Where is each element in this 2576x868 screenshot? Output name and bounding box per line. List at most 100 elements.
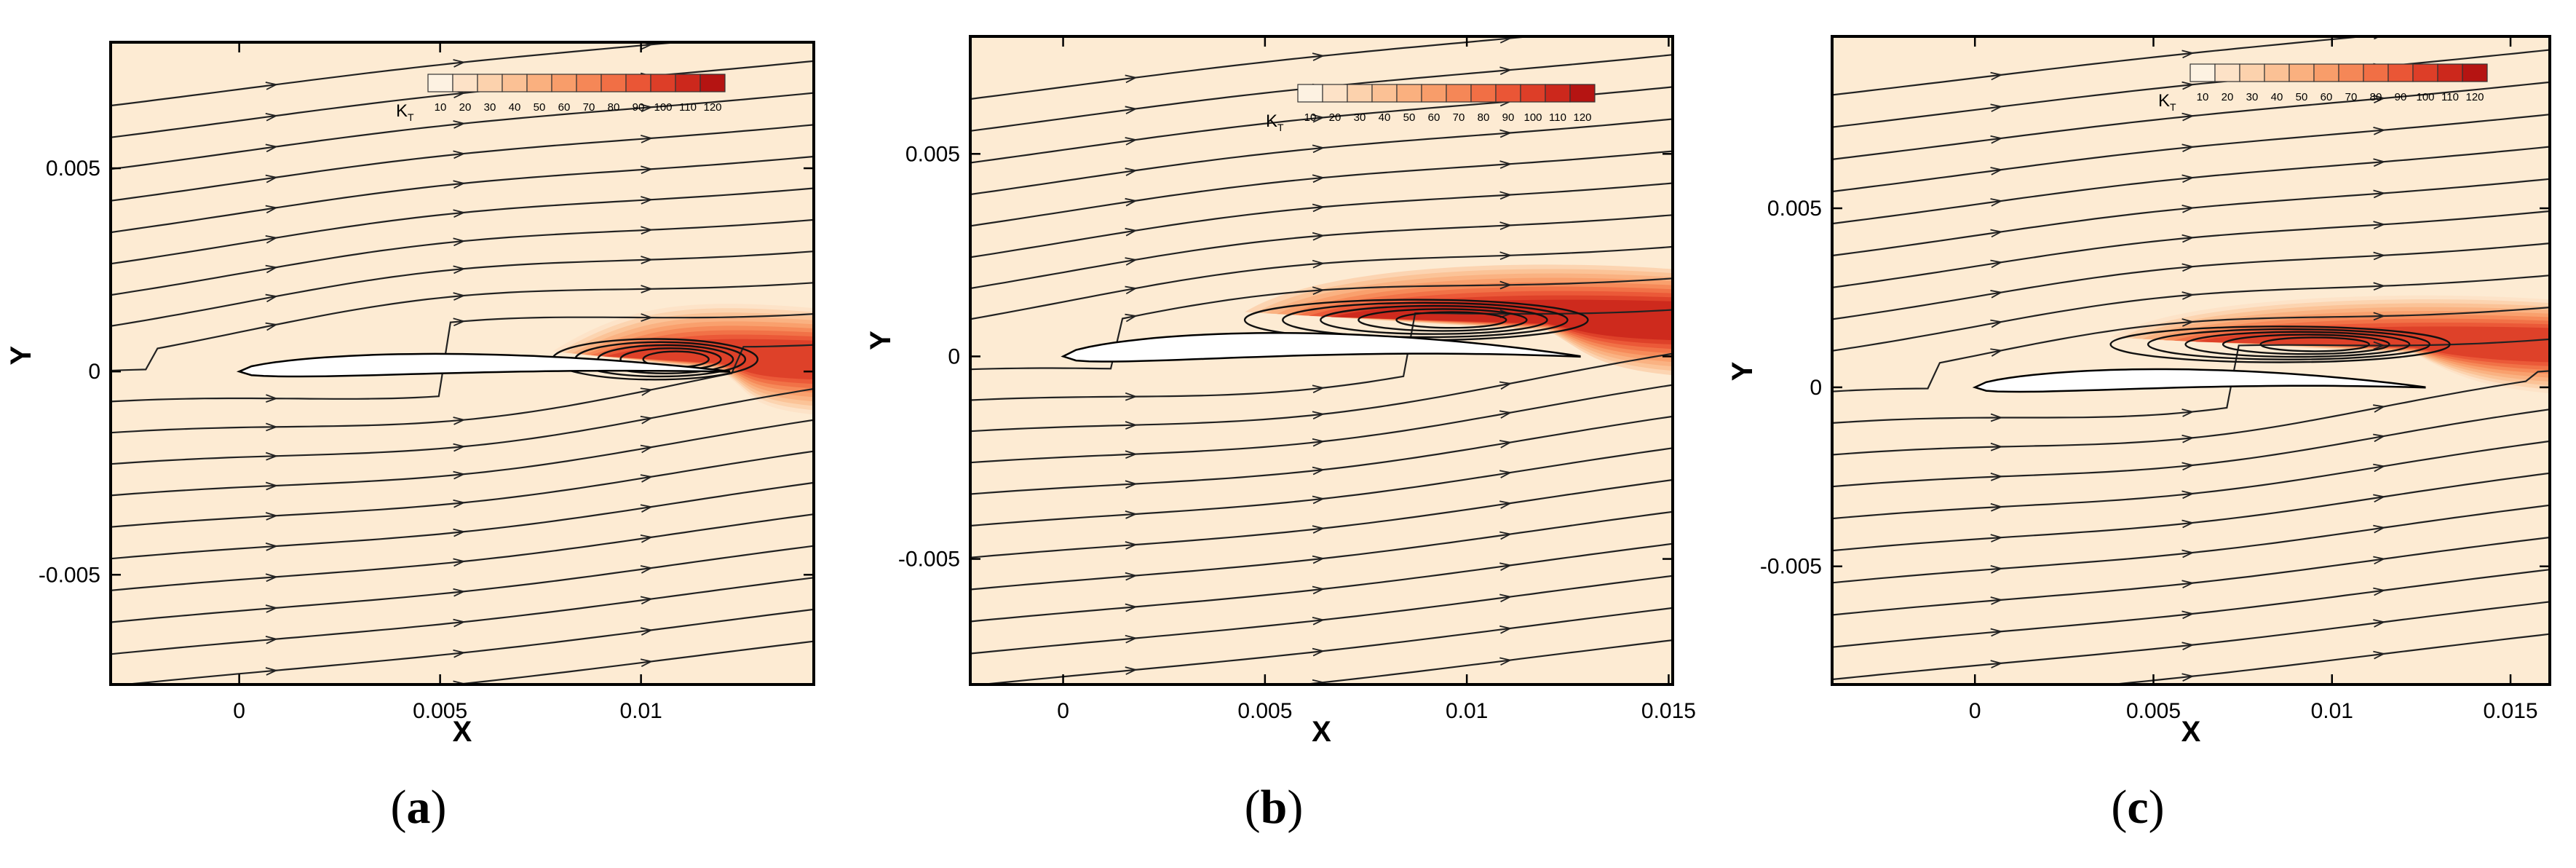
streamline-arrow	[1499, 160, 1513, 169]
colorbar-level: 40	[1379, 111, 1391, 124]
streamline-arrow	[1125, 137, 1138, 146]
colorbar-swatch	[1347, 84, 1373, 103]
colorbar-title-sub: T	[2170, 101, 2176, 113]
colorbar-swatch	[625, 74, 651, 92]
colorbar-swatch	[2412, 63, 2438, 82]
streamline-arrow	[2181, 409, 2195, 417]
x-tick-label: 0	[233, 699, 245, 723]
streamline-arrow	[1125, 450, 1138, 459]
streamline-arrow	[2373, 619, 2386, 628]
caption-close: )	[431, 781, 447, 834]
colorbar-swatch	[1297, 84, 1323, 103]
streamline-arrow	[453, 649, 466, 658]
colorbar-level: 90	[633, 101, 645, 114]
streamline-arrow	[1990, 198, 2003, 207]
streamline-arrow	[1312, 525, 1325, 534]
streamline-arrow	[1990, 442, 2003, 451]
streamline-arrow	[1499, 129, 1513, 138]
streamline-arrow	[1990, 534, 2003, 542]
colorbar-level: 30	[2246, 91, 2259, 103]
streamline-arrow	[1312, 495, 1325, 505]
panel-b: 0 0.005 0.01 0.015 -0.005 0 0.005 X Y 10 20 30 40 50 6…	[865, 35, 1696, 834]
streamline-arrow	[453, 265, 466, 275]
y-tick-label: 0.005	[46, 157, 100, 181]
streamline-arrow	[641, 165, 654, 175]
colorbar-swatch	[427, 74, 453, 92]
streamline-arrow	[1499, 593, 1513, 603]
panel-caption: (b)	[1245, 781, 1304, 834]
colorbar-swatch	[1520, 84, 1546, 103]
streamline-arrow	[453, 528, 466, 537]
streamline-arrow	[1499, 251, 1513, 261]
streamline-arrow	[2373, 587, 2386, 596]
streamline-arrow	[265, 635, 279, 644]
streamline-arrow	[1499, 440, 1513, 449]
streamline-arrow	[265, 205, 279, 214]
streamline-arrow	[2181, 204, 2195, 213]
colorbar-swatch	[2189, 63, 2216, 82]
y-tick-label: 0.005	[905, 142, 960, 166]
colorbar-level: 40	[2271, 91, 2283, 103]
y-axis-label: Y	[1727, 361, 1759, 381]
streamline-arrow	[641, 135, 654, 143]
streamline-arrow	[1312, 411, 1325, 420]
colorbar-level: 100	[1523, 111, 1542, 124]
streamline-arrow	[2373, 126, 2386, 135]
x-tick-label: 0.01	[1446, 699, 1488, 723]
bubble-loop	[2259, 336, 2370, 352]
streamline-arrow	[640, 534, 654, 543]
streamline-arrow	[1990, 229, 2003, 238]
streamline-arrow	[641, 103, 654, 113]
streamline-arrow	[1990, 565, 2003, 574]
streamline-arrow	[453, 59, 466, 68]
colorbar-level: 10	[2197, 91, 2209, 103]
streamline-arrow	[1990, 628, 2003, 637]
streamline-arrow	[453, 588, 466, 597]
bubble-loop	[2184, 331, 2411, 358]
streamline-arrow	[2373, 158, 2386, 167]
streamline-arrow	[2181, 549, 2195, 559]
colorbar-swatch	[2363, 63, 2389, 82]
colorbar-level: 110	[679, 101, 697, 114]
plot-area	[1832, 36, 2550, 684]
streamline-arrow	[640, 504, 654, 513]
plot-area	[970, 36, 1673, 684]
caption-open: (	[1245, 781, 1261, 834]
x-tick-label: 0.005	[1237, 699, 1292, 723]
colorbar-level: 10	[435, 101, 447, 114]
y-axis-label: Y	[865, 331, 897, 350]
streamline-arrow	[1990, 290, 2003, 299]
streamline-arrow	[1499, 531, 1513, 540]
streamline-arrow	[1125, 510, 1138, 519]
streamline-arrow	[1125, 541, 1138, 550]
streamline-arrow	[1990, 473, 2003, 481]
streamline-arrow	[1499, 500, 1513, 509]
colorbar-swatch	[650, 74, 676, 92]
bubble-loop	[1358, 308, 1528, 332]
streamline-arrow	[2373, 494, 2386, 503]
streamline-arrow	[640, 627, 654, 636]
streamline-arrow	[2181, 234, 2195, 243]
streamline-arrow	[2373, 189, 2386, 199]
streamline-arrow	[1499, 221, 1513, 230]
x-axis-label: X	[1312, 716, 1331, 748]
bubble-loop	[2222, 334, 2390, 355]
streamline-arrow	[265, 667, 279, 676]
streamline-arrow	[1125, 572, 1138, 581]
y-axis: -0.005 0 0.005	[1760, 197, 2550, 579]
caption-close: )	[2149, 781, 2165, 834]
streamline-arrow	[265, 542, 279, 551]
x-tick-label: 0	[1057, 699, 1069, 723]
colorbar-level: 60	[558, 101, 571, 114]
streamline-arrow	[640, 416, 654, 425]
plot-frame	[969, 35, 1674, 686]
streamline-arrow	[1125, 227, 1138, 237]
streamline-arrow	[2181, 50, 2195, 59]
streamline-arrow	[1125, 167, 1138, 176]
streamline-arrow	[640, 444, 654, 454]
streamline-arrow	[1125, 285, 1138, 295]
streamline-arrow	[1312, 232, 1325, 241]
x-tick-label: 0	[1969, 699, 1981, 723]
streamline-arrow	[2373, 251, 2386, 261]
